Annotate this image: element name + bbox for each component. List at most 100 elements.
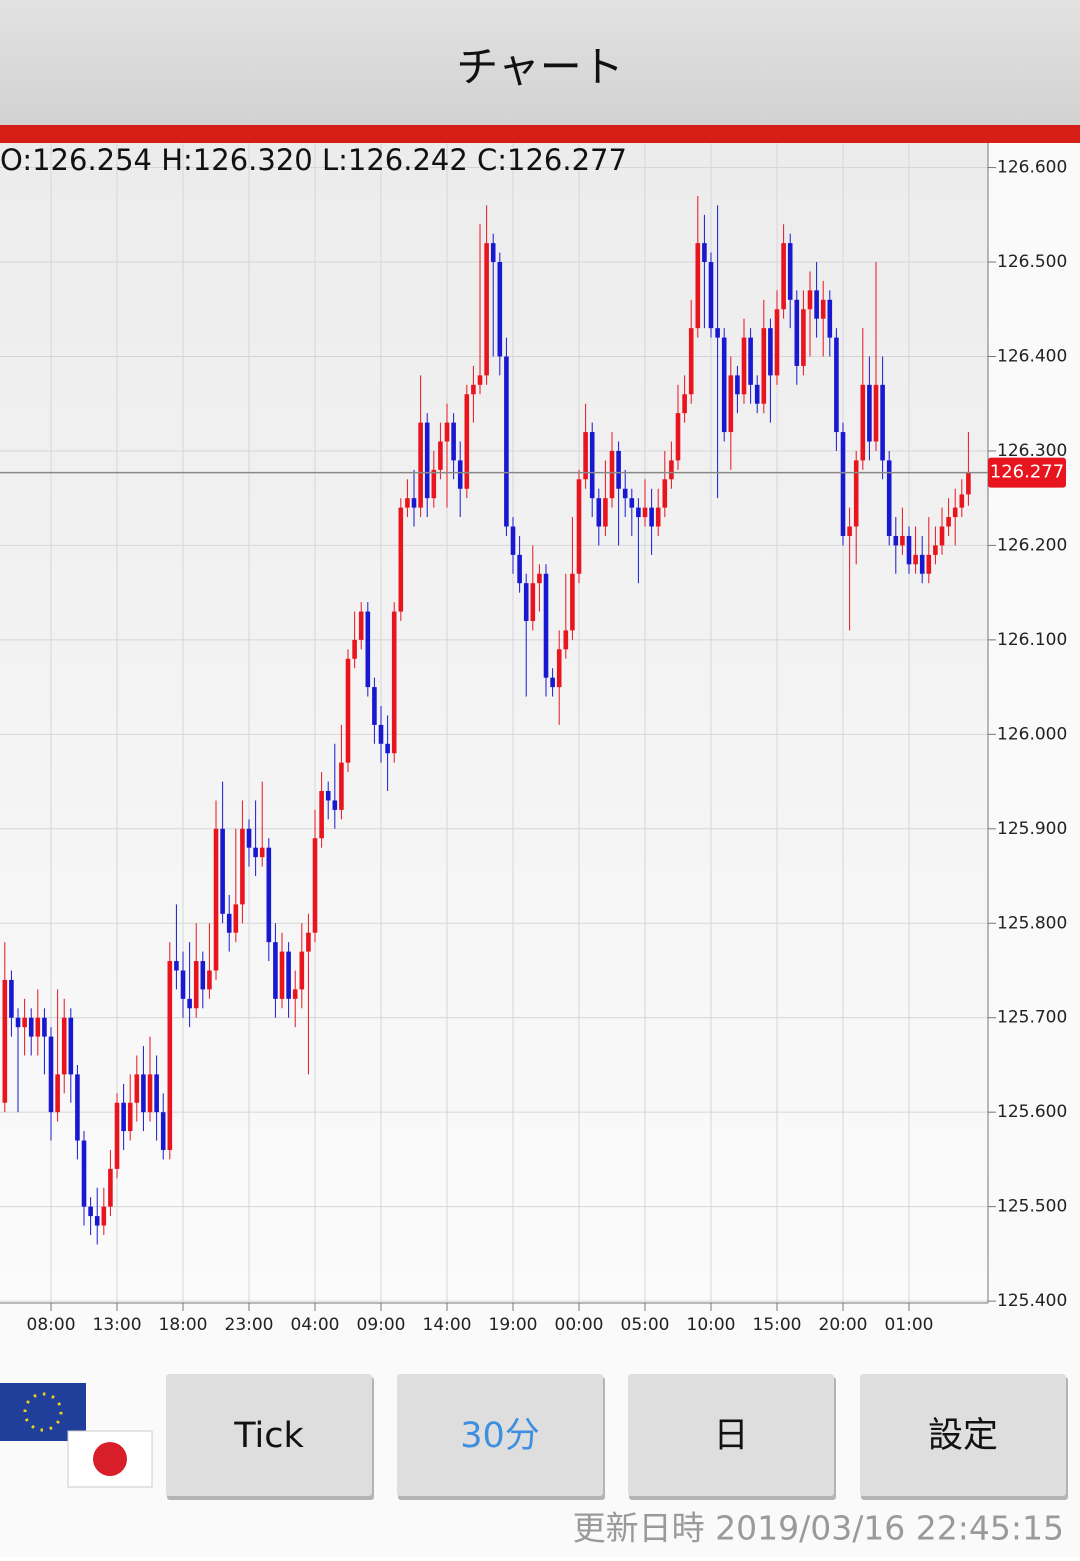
candle-body xyxy=(114,1102,120,1169)
candle-body xyxy=(108,1168,113,1207)
candle-body xyxy=(966,472,971,495)
candle-body xyxy=(682,394,687,414)
candle-body xyxy=(68,1017,74,1075)
candle-body xyxy=(688,328,694,395)
candle-body xyxy=(642,507,648,518)
candle-body xyxy=(728,375,734,433)
button-bar: Tick 30分 日 設定 xyxy=(166,1374,1068,1500)
candle-body xyxy=(484,243,489,376)
candle-body xyxy=(88,1206,93,1217)
tab-button[interactable]: Tick xyxy=(166,1374,374,1500)
x-tick-label: 09:00 xyxy=(357,1315,406,1335)
button-face xyxy=(397,1374,603,1496)
y-tick-label: 126.500 xyxy=(997,252,1067,272)
x-tick-label: 13:00 xyxy=(93,1315,142,1335)
candle-body xyxy=(820,299,826,319)
candle-body xyxy=(398,507,404,612)
candle-body xyxy=(167,961,173,1150)
eu-stars xyxy=(23,1392,63,1432)
candle-body xyxy=(134,1074,140,1103)
candle-body xyxy=(748,337,753,385)
button-face xyxy=(166,1374,372,1496)
candle-body xyxy=(946,517,951,527)
jp-sun xyxy=(93,1442,127,1476)
candle-body xyxy=(603,498,608,527)
candle-body xyxy=(81,1140,87,1207)
candle-body xyxy=(325,791,331,801)
y-tick-label: 125.900 xyxy=(997,819,1067,839)
candle-body xyxy=(193,961,199,1009)
y-tick-label: 125.600 xyxy=(997,1102,1067,1122)
candle-body xyxy=(926,554,932,574)
candle-body xyxy=(220,828,225,914)
candle-body xyxy=(794,299,800,366)
candle-body xyxy=(438,441,443,470)
currency-pair-icon[interactable] xyxy=(0,1383,153,1488)
x-tick-label: 08:00 xyxy=(27,1315,76,1335)
y-tick-label: 126.200 xyxy=(997,535,1067,555)
plot-area xyxy=(0,143,988,1303)
candle-body xyxy=(332,800,338,810)
candle-body xyxy=(913,554,918,565)
candle-body xyxy=(702,243,707,263)
candle-body xyxy=(609,450,615,499)
candle-body xyxy=(411,498,417,508)
candle-body xyxy=(358,611,364,640)
button-label: Tick xyxy=(233,1416,304,1456)
candle-body xyxy=(735,375,740,395)
last-price-tag xyxy=(988,457,1066,488)
candle-body xyxy=(418,422,423,508)
tab-button[interactable]: 日 xyxy=(628,1374,836,1500)
y-tick-label: 125.400 xyxy=(997,1291,1067,1311)
candle-body xyxy=(279,951,285,999)
x-tick-label: 20:00 xyxy=(819,1315,868,1335)
candle-body xyxy=(180,970,186,999)
button-label: 日 xyxy=(713,1416,748,1456)
candle-body xyxy=(339,762,344,810)
candle-body xyxy=(563,630,569,650)
candle-body xyxy=(306,932,311,952)
candle-body xyxy=(273,942,278,999)
candle-body xyxy=(405,498,410,508)
candle-body xyxy=(787,243,793,300)
candle-body xyxy=(774,309,780,376)
ohlc-readout: O:126.254 H:126.320 L:126.242 C:126.277 xyxy=(0,143,627,177)
candle-body xyxy=(768,328,773,376)
button-label: 30分 xyxy=(460,1416,540,1456)
candle-body xyxy=(299,951,305,990)
x-tick-label: 18:00 xyxy=(159,1315,208,1335)
candle-body xyxy=(530,583,536,621)
candle-body xyxy=(814,290,819,319)
candle-body xyxy=(583,432,588,480)
candle-body xyxy=(959,494,965,508)
x-tick-label: 00:00 xyxy=(555,1315,604,1335)
candle-body xyxy=(834,337,839,433)
button-face xyxy=(860,1374,1066,1496)
x-tick-label: 23:00 xyxy=(225,1315,274,1335)
candle-body xyxy=(431,469,437,499)
candle-body xyxy=(952,507,958,518)
candle-body xyxy=(213,828,219,971)
candle-body xyxy=(919,554,925,574)
candle-body xyxy=(207,970,212,990)
candle-body xyxy=(853,460,859,527)
candle-body xyxy=(226,913,232,933)
x-tick-label: 19:00 xyxy=(489,1315,538,1335)
tab-button[interactable]: 30分 xyxy=(397,1374,605,1500)
y-tick-label: 126.100 xyxy=(997,630,1067,650)
x-tick-label: 04:00 xyxy=(291,1315,340,1335)
tab-button[interactable]: 設定 xyxy=(860,1374,1068,1500)
candle-body xyxy=(781,243,786,310)
y-tick-label: 125.500 xyxy=(997,1197,1067,1217)
candle-body xyxy=(497,262,503,357)
candle-body xyxy=(457,460,463,489)
candle-body xyxy=(807,290,813,310)
candle-body xyxy=(510,526,516,555)
candle-body xyxy=(695,243,701,329)
candle-body xyxy=(669,460,674,480)
candle-body xyxy=(933,545,938,555)
candle-body xyxy=(867,384,872,442)
candle-body xyxy=(517,554,522,584)
x-tick-label: 01:00 xyxy=(884,1315,933,1335)
x-tick-label: 15:00 xyxy=(753,1315,802,1335)
